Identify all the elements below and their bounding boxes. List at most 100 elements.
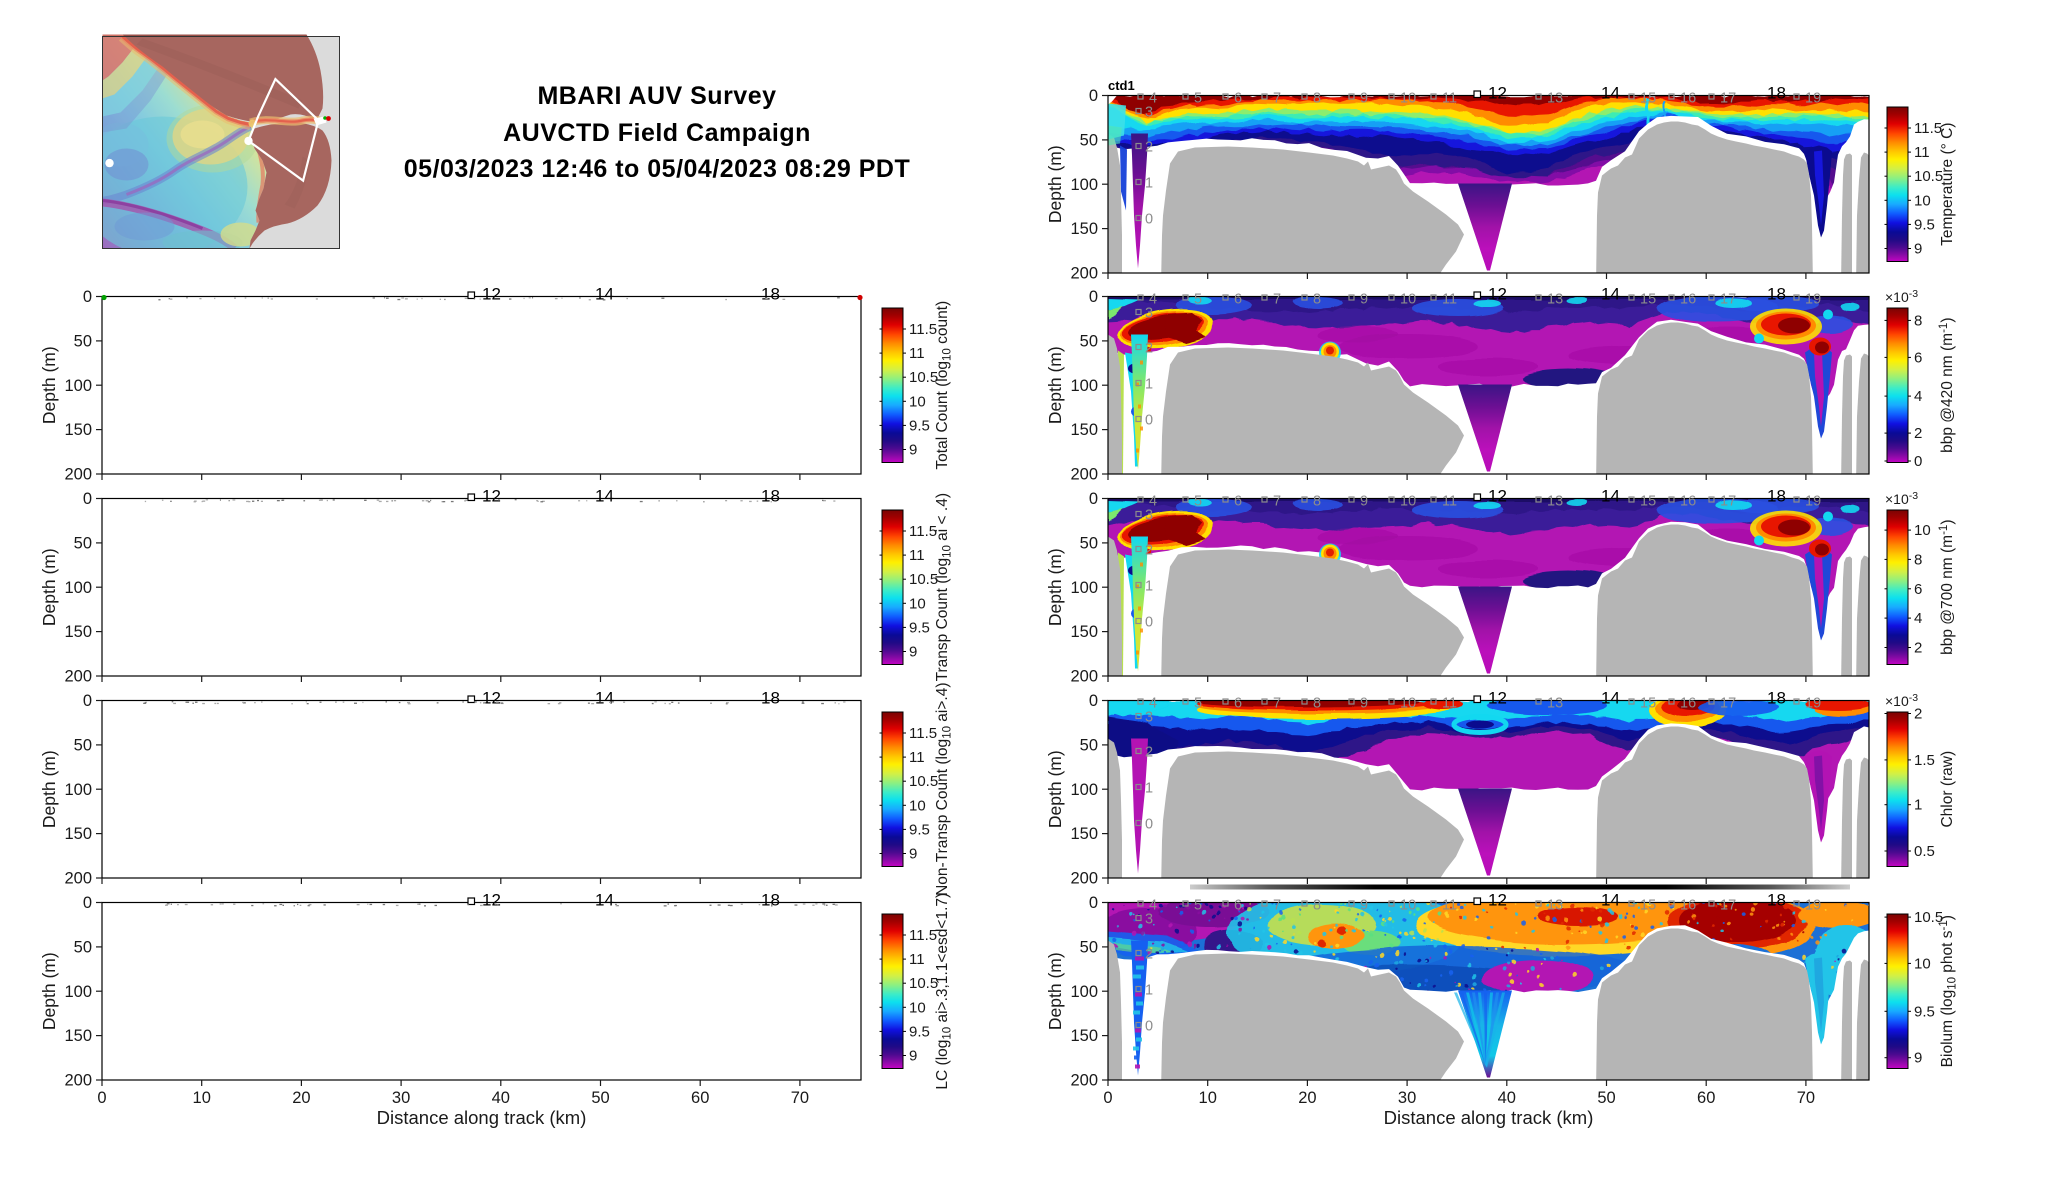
svg-text:100: 100	[1070, 781, 1098, 799]
svg-text:60: 60	[691, 1089, 709, 1107]
svg-text:14: 14	[1601, 84, 1620, 103]
svg-text:30: 30	[392, 1089, 410, 1107]
svg-text:6: 6	[1234, 696, 1242, 712]
svg-text:0: 0	[97, 1089, 106, 1107]
svg-text:2: 2	[1914, 706, 1922, 723]
svg-text:100: 100	[1070, 377, 1098, 395]
svg-text:Depth (m): Depth (m)	[39, 548, 59, 626]
svg-text:100: 100	[64, 781, 92, 799]
svg-text:1: 1	[1145, 176, 1153, 192]
svg-text:Chlor (raw): Chlor (raw)	[1939, 751, 1956, 828]
svg-text:14: 14	[595, 689, 614, 708]
svg-text:9.5: 9.5	[909, 619, 930, 636]
svg-text:150: 150	[64, 825, 92, 843]
svg-text:05/03/2023 12:46 to 05/04/2023: 05/03/2023 12:46 to 05/04/2023 08:29 PDT	[404, 155, 910, 183]
svg-text:15: 15	[1640, 494, 1656, 510]
svg-text:12: 12	[1488, 689, 1507, 708]
svg-text:0: 0	[83, 692, 92, 710]
svg-text:0: 0	[1089, 87, 1098, 105]
svg-text:150: 150	[1070, 421, 1098, 439]
svg-text:bbp @420 nm (m-1​): bbp @420 nm (m-1​)	[1938, 318, 1956, 453]
svg-text:200: 200	[1070, 1072, 1098, 1090]
svg-text:5: 5	[1194, 898, 1202, 914]
svg-text:5: 5	[1194, 292, 1202, 308]
svg-text:18: 18	[761, 285, 780, 304]
svg-text:Depth (m): Depth (m)	[39, 346, 59, 424]
svg-text:50: 50	[1080, 534, 1098, 552]
svg-text:MBARI AUV Survey: MBARI AUV Survey	[537, 82, 776, 110]
svg-text:0: 0	[1145, 212, 1153, 228]
svg-text:0: 0	[83, 490, 92, 508]
svg-text:5: 5	[1194, 696, 1202, 712]
svg-text:200: 200	[64, 870, 92, 888]
svg-text:19: 19	[1805, 494, 1821, 510]
svg-text:8: 8	[1313, 898, 1321, 914]
svg-text:200: 200	[64, 668, 92, 686]
svg-text:100: 100	[1070, 983, 1098, 1001]
svg-text:9.5: 9.5	[909, 1023, 930, 1040]
svg-text:6: 6	[1234, 494, 1242, 510]
svg-text:4: 4	[1149, 696, 1157, 712]
svg-text:12: 12	[1488, 84, 1507, 103]
svg-text:0: 0	[1145, 1019, 1153, 1035]
svg-text:150: 150	[1070, 220, 1098, 238]
svg-text:Depth (m): Depth (m)	[1045, 952, 1065, 1030]
svg-text:10: 10	[1400, 696, 1416, 712]
svg-text:10: 10	[909, 595, 926, 612]
svg-text:9.5: 9.5	[1914, 1003, 1935, 1020]
svg-text:16: 16	[1680, 494, 1696, 510]
svg-text:Total Count (log10​ count): Total Count (log10​ count)	[934, 301, 954, 470]
svg-text:7: 7	[1273, 292, 1281, 308]
svg-text:0: 0	[1089, 894, 1098, 912]
svg-text:0: 0	[1089, 692, 1098, 710]
svg-text:10.5: 10.5	[1914, 168, 1943, 185]
svg-text:12: 12	[482, 487, 501, 506]
svg-text:9: 9	[1360, 494, 1368, 510]
svg-text:17: 17	[1720, 292, 1736, 308]
svg-text:1: 1	[1914, 797, 1922, 814]
svg-text:150: 150	[64, 623, 92, 641]
svg-text:14: 14	[595, 891, 614, 910]
svg-text:20: 20	[292, 1089, 310, 1107]
svg-text:10: 10	[1199, 1089, 1217, 1107]
svg-text:7: 7	[1273, 494, 1281, 510]
svg-text:11: 11	[1914, 144, 1930, 161]
svg-text:11: 11	[909, 345, 925, 362]
svg-text:14: 14	[1601, 487, 1620, 506]
svg-text:Depth (m): Depth (m)	[1045, 346, 1065, 424]
svg-text:13: 13	[1547, 898, 1563, 914]
svg-text:7: 7	[1273, 898, 1281, 914]
svg-text:0: 0	[1145, 413, 1153, 429]
svg-text:Depth (m): Depth (m)	[39, 750, 59, 828]
svg-text:2: 2	[1145, 745, 1153, 761]
svg-text:40: 40	[1498, 1089, 1516, 1107]
svg-text:14: 14	[1601, 285, 1620, 304]
svg-text:18: 18	[1767, 689, 1786, 708]
svg-text:4: 4	[1149, 292, 1157, 308]
svg-text:8: 8	[1914, 551, 1922, 568]
svg-text:2: 2	[1145, 341, 1153, 357]
svg-text:13: 13	[1547, 696, 1563, 712]
svg-text:10: 10	[1400, 292, 1416, 308]
svg-text:8: 8	[1914, 312, 1922, 329]
svg-text:11.5: 11.5	[1914, 120, 1942, 137]
svg-text:9: 9	[1360, 696, 1368, 712]
svg-text:Depth (m): Depth (m)	[1045, 145, 1065, 223]
svg-text:2: 2	[1914, 640, 1922, 657]
svg-text:10: 10	[909, 999, 926, 1016]
svg-text:3: 3	[1145, 710, 1153, 726]
svg-text:9: 9	[1914, 241, 1922, 258]
svg-text:18: 18	[1767, 891, 1786, 910]
svg-text:20: 20	[1298, 1089, 1316, 1107]
svg-text:200: 200	[64, 466, 92, 484]
svg-text:10.5: 10.5	[909, 571, 938, 588]
svg-text:11: 11	[909, 951, 925, 968]
svg-text:9.5: 9.5	[909, 417, 930, 434]
svg-text:8: 8	[1313, 696, 1321, 712]
svg-text:10: 10	[1400, 494, 1416, 510]
svg-text:6: 6	[1234, 898, 1242, 914]
svg-text:50: 50	[591, 1089, 609, 1107]
svg-text:1: 1	[1145, 377, 1153, 393]
svg-text:50: 50	[74, 736, 92, 754]
svg-text:Temperature (° C): Temperature (° C)	[1939, 123, 1956, 246]
